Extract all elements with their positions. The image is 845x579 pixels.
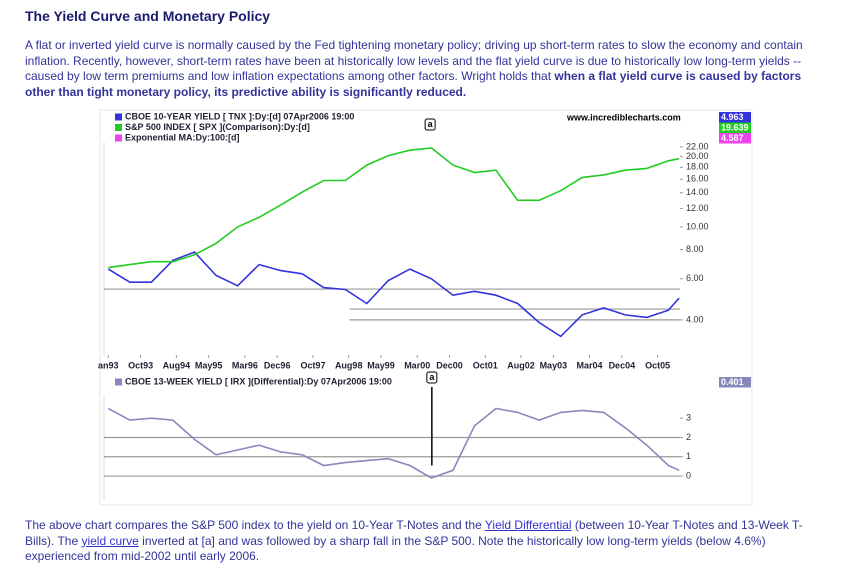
- series-line: [108, 147, 680, 269]
- y-tick-label: 0: [686, 470, 691, 480]
- x-tick-label: Mar96: [232, 360, 258, 370]
- x-tick-label: Oct01: [473, 360, 498, 370]
- x-tick-label: Aug94: [163, 360, 191, 370]
- frame: [99, 109, 753, 506]
- value-box-label: 19.639: [721, 122, 749, 132]
- text: inverted at [a] and was followed by a sh…: [25, 533, 766, 564]
- y-tick-label: 1: [686, 451, 691, 461]
- y-tick-label: 16.00: [686, 174, 709, 184]
- legend-label: CBOE 13-WEEK YIELD [ IRX ](Differential)…: [125, 376, 392, 386]
- x-tick-label: Oct97: [300, 360, 325, 370]
- legend-swatch: [115, 113, 122, 121]
- y-tick-label: 2: [686, 432, 691, 442]
- annotation-box: [426, 371, 438, 384]
- y-tick-label: 22.00: [686, 141, 709, 151]
- value-box-label: 4.587: [721, 133, 744, 143]
- legend-label: S&P 500 INDEX [ SPX ](Comparison):Dy:[d]: [125, 122, 310, 132]
- text: The above chart compares the S&P 500 ind…: [25, 518, 485, 532]
- annotation-label: a: [429, 372, 435, 382]
- x-tick-label: Mar04: [577, 360, 603, 370]
- legend-swatch: [115, 124, 122, 131]
- value-box: [719, 377, 751, 388]
- value-box: [719, 122, 751, 133]
- intro-text: A flat or inverted yield curve is normal…: [25, 38, 825, 100]
- footer: The above chart compares the S&P 500 ind…: [25, 518, 815, 565]
- text: A flat or inverted yield curve is normal…: [25, 38, 803, 83]
- legend-swatch: [115, 134, 122, 142]
- legend-swatch: [115, 378, 122, 386]
- y-tick-label: 18.00: [686, 162, 709, 172]
- watermark: www.incrediblecharts.com: [566, 112, 681, 122]
- legend-label: CBOE 10-YEAR YIELD [ TNX ]:Dy:[d] 07Apr2…: [125, 111, 354, 121]
- y-tick-label: 8.00: [686, 244, 704, 254]
- y-tick-label: 6.00: [686, 273, 704, 283]
- x-tick-label: Dec00: [436, 360, 463, 370]
- y-tick-label: 10.00: [686, 221, 709, 231]
- value-box: [719, 133, 751, 144]
- x-tick-label: Dec04: [609, 360, 636, 370]
- y-tick-label: 3: [686, 413, 691, 423]
- y-tick-label: 12.00: [686, 203, 709, 213]
- intro: A flat or inverted yield curve is normal…: [25, 38, 825, 100]
- value-box-label: 0.401: [721, 377, 744, 387]
- x-tick-label: May03: [540, 360, 568, 370]
- value-box-label: 4.963: [721, 112, 744, 122]
- series-line: [107, 251, 680, 338]
- x-tick-label: Oct05: [645, 360, 670, 370]
- y-tick-label: 14.00: [686, 187, 709, 197]
- x-tick-label: an93: [98, 360, 119, 370]
- annotation-label: a: [428, 119, 434, 129]
- page-title: The Yield Curve and Monetary Policy: [25, 8, 271, 24]
- x-tick-label: Aug98: [335, 360, 363, 370]
- x-tick-label: May95: [195, 360, 223, 370]
- annotation-box: [424, 118, 436, 131]
- y-tick-label: 4.00: [686, 314, 704, 324]
- x-tick-label: Aug02: [507, 360, 535, 370]
- series-line: [107, 407, 680, 479]
- x-tick-label: Oct93: [128, 360, 153, 370]
- y-tick-label: 20.00: [686, 151, 709, 161]
- link[interactable]: Yield Differential: [484, 518, 572, 532]
- link[interactable]: yield curve: [81, 533, 139, 548]
- footer-text: The above chart compares the S&P 500 ind…: [25, 518, 815, 565]
- x-tick-label: Mar00: [404, 360, 430, 370]
- header: The Yield Curve and Monetary Policy: [25, 8, 270, 24]
- x-tick-label: Dec96: [264, 360, 291, 370]
- bold-text: when a flat yield curve is caused by fac…: [25, 69, 802, 99]
- legend-label: Exponential MA:Dy:100:[d]: [125, 132, 240, 142]
- value-box: [719, 112, 751, 123]
- text: (between 10-Year T-Notes and 13-Week T-B…: [25, 518, 803, 548]
- x-tick-label: May99: [367, 360, 395, 370]
